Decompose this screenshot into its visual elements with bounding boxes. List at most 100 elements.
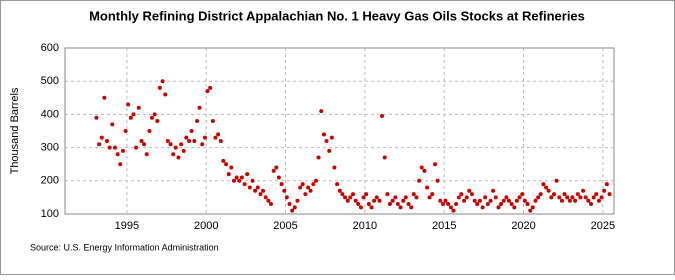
data-point	[451, 208, 456, 213]
y-tick-label: 500	[41, 75, 59, 87]
data-point	[456, 195, 461, 200]
data-point	[398, 205, 403, 210]
data-point	[149, 115, 154, 120]
source: Source: U.S. Energy Information Administ…	[30, 242, 219, 252]
x-tick-label: 2000	[194, 220, 218, 232]
data-point	[491, 188, 496, 193]
data-point	[591, 195, 596, 200]
data-point	[430, 192, 435, 197]
data-point	[213, 135, 218, 140]
data-point	[197, 105, 202, 110]
x-tick-label: 1995	[115, 220, 139, 232]
data-point	[263, 195, 268, 200]
x-tick-label: 2020	[511, 220, 535, 232]
data-point	[517, 195, 522, 200]
data-point	[462, 198, 467, 203]
data-point	[160, 79, 165, 84]
data-point	[364, 192, 369, 197]
y-tick-label: 600	[41, 42, 59, 54]
data-point	[514, 198, 519, 203]
x-tick-label: 2015	[432, 220, 456, 232]
data-point	[411, 192, 416, 197]
data-point	[525, 202, 530, 207]
data-point	[570, 195, 575, 200]
data-point	[173, 145, 178, 150]
data-point	[311, 182, 316, 187]
data-point	[448, 205, 453, 210]
data-point	[343, 195, 348, 200]
data-point	[469, 192, 474, 197]
data-point	[306, 185, 311, 190]
data-point	[110, 122, 115, 127]
data-point	[242, 182, 247, 187]
y-tick-label: 200	[41, 175, 59, 187]
plot-area: 100 200 300 400 500 600 1995 2000 2005 2010 2015 20…	[41, 42, 615, 232]
data-point	[216, 132, 221, 137]
data-point	[509, 202, 514, 207]
data-point	[559, 198, 564, 203]
data-point	[94, 115, 99, 120]
data-point	[210, 119, 215, 124]
data-point	[573, 198, 578, 203]
data-point	[485, 202, 490, 207]
y-tick-label: 400	[41, 108, 59, 120]
data-point	[374, 195, 379, 200]
data-point	[128, 115, 133, 120]
data-point	[234, 175, 239, 180]
data-point	[380, 114, 385, 119]
data-point	[118, 162, 123, 167]
data-point	[99, 135, 104, 140]
y-tick-label: 100	[41, 208, 59, 220]
data-point	[406, 202, 411, 207]
x-tick-label: 2025	[591, 220, 615, 232]
x-tick-label: 2005	[273, 220, 297, 232]
data-point	[499, 202, 504, 207]
data-point	[459, 192, 464, 197]
data-point	[544, 185, 549, 190]
data-point	[239, 175, 244, 180]
data-point	[557, 195, 562, 200]
data-point	[602, 188, 607, 193]
data-point	[387, 202, 392, 207]
data-point	[250, 178, 255, 183]
y-axis-label: Thousand Barrels	[9, 87, 21, 174]
data-point	[221, 158, 226, 163]
data-point	[472, 198, 477, 203]
data-point	[123, 129, 128, 133]
data-point	[284, 195, 289, 200]
data-point	[205, 89, 210, 94]
data-point	[97, 142, 102, 147]
data-point	[126, 102, 131, 107]
data-point	[480, 205, 485, 210]
data-point	[427, 195, 432, 200]
data-point	[528, 208, 533, 213]
data-point	[353, 198, 358, 203]
data-point	[237, 178, 242, 183]
data-point	[438, 198, 443, 203]
data-point	[195, 119, 200, 124]
data-point	[366, 202, 371, 207]
data-point	[443, 198, 448, 203]
data-point	[292, 205, 297, 210]
data-point	[300, 182, 305, 187]
data-point	[171, 152, 176, 157]
data-point	[414, 195, 419, 200]
data-point	[433, 162, 438, 167]
y-tick-label: 300	[41, 142, 59, 154]
data-point	[488, 198, 493, 203]
data-point	[163, 92, 168, 97]
data-point	[179, 142, 184, 147]
data-point	[271, 168, 276, 173]
data-point	[493, 195, 498, 200]
data-point	[464, 195, 469, 200]
data-point	[369, 205, 374, 210]
data-point	[184, 135, 189, 140]
data-point	[419, 165, 424, 170]
data-point	[446, 202, 451, 207]
data-point	[165, 138, 170, 143]
data-point	[247, 185, 252, 190]
data-point	[530, 205, 535, 210]
data-point	[274, 165, 279, 170]
